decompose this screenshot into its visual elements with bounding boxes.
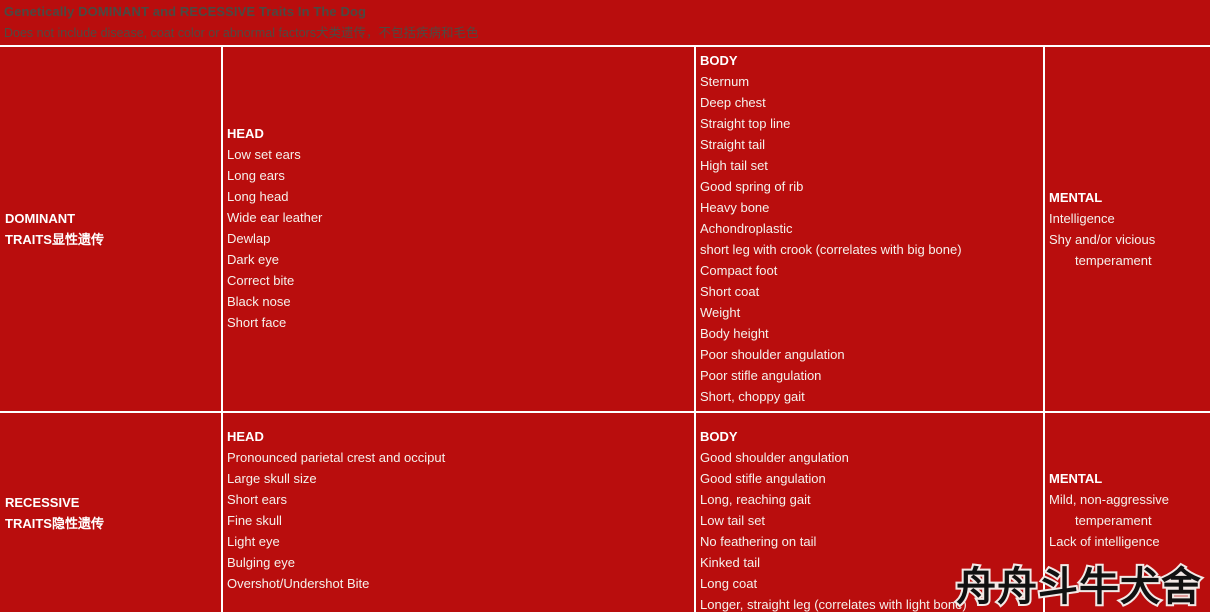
traits-table: DOMINANT TRAITS显性遗传 HEAD Low set ears Lo…: [0, 47, 1210, 612]
table-row-dominant: DOMINANT TRAITS显性遗传 HEAD Low set ears Lo…: [0, 47, 1210, 413]
row-label-dominant: DOMINANT TRAITS显性遗传: [0, 47, 221, 411]
trait-item: Good spring of rib: [700, 179, 804, 194]
trait-item: Straight tail: [700, 137, 766, 152]
row-label-dominant-english: DOMINANT: [5, 211, 76, 226]
trait-item: Pronounced parietal crest and occiput: [227, 450, 446, 465]
trait-item: Dewlap: [227, 231, 271, 246]
row-label-recessive-chinese: TRAITS隐性遗传: [5, 515, 104, 531]
trait-item: Correct bite: [227, 273, 295, 288]
cell-dominant-mental: MENTAL Intelligence Shy and/or vicious t…: [1043, 47, 1210, 411]
group-title-body: BODY: [700, 429, 738, 444]
trait-item: Black nose: [227, 294, 291, 309]
trait-item: Large skull size: [227, 471, 317, 486]
trait-item: No feathering on tail: [700, 534, 817, 549]
trait-item: Long head: [227, 189, 289, 204]
cell-recessive-head: HEAD Pronounced parietal crest and occip…: [221, 413, 694, 612]
page-subtitle-english: Does not include disease, coat color or …: [4, 26, 316, 40]
group-title-mental: MENTAL: [1049, 471, 1103, 486]
group-title-mental: MENTAL: [1049, 190, 1103, 205]
trait-item: Long, reaching gait: [700, 492, 811, 507]
row-label-recessive-english: RECESSIVE: [5, 494, 80, 510]
trait-item: Sternum: [700, 74, 750, 89]
row-label-recessive: RECESSIVE TRAITS隐性遗传: [0, 413, 221, 612]
trait-item-continuation: temperament: [1075, 253, 1152, 268]
trait-item: Longer, straight leg (correlates with li…: [700, 597, 967, 612]
page-title: Genetically DOMINANT and RECESSIVE Trait…: [4, 4, 367, 19]
trait-item: Long ears: [227, 168, 285, 183]
trait-item: Lack of intelligence: [1049, 534, 1160, 549]
group-title-head: HEAD: [227, 429, 264, 444]
page-subtitle-chinese: 犬类遗传，不包括疾病和毛色: [315, 26, 479, 40]
trait-item: Long coat: [700, 576, 758, 591]
cell-dominant-head: HEAD Low set ears Long ears Long head Wi…: [221, 47, 694, 411]
trait-item: Wide ear leather: [227, 210, 323, 225]
trait-item: Dark eye: [227, 252, 280, 267]
trait-item: Deep chest: [700, 95, 766, 110]
trait-item: Body height: [700, 326, 769, 341]
trait-item-continuation: temperament: [1075, 513, 1152, 528]
trait-item: Kinked tail: [700, 555, 760, 570]
trait-item: Good stifle angulation: [700, 471, 826, 486]
trait-item: Low tail set: [700, 513, 766, 528]
trait-item: Light eye: [227, 534, 280, 549]
trait-item: Short coat: [700, 284, 760, 299]
trait-item: Good shoulder angulation: [700, 450, 849, 465]
trait-item: Low set ears: [227, 147, 301, 162]
trait-item: Achondroplastic: [700, 221, 793, 236]
trait-item: Weight: [700, 305, 741, 320]
page-subtitle: Does not include disease, coat color or …: [4, 25, 1210, 42]
trait-item: Fine skull: [227, 513, 282, 528]
trait-item: short leg with crook (correlates with bi…: [700, 242, 962, 257]
cell-dominant-body: BODY Sternum Deep chest Straight top lin…: [694, 47, 1043, 411]
group-title-body: BODY: [700, 53, 738, 68]
row-label-dominant-chinese: TRAITS显性遗传: [5, 232, 104, 247]
trait-item: Heavy bone: [700, 200, 770, 215]
trait-item: Intelligence: [1049, 211, 1115, 226]
trait-item: Mild, non-aggressive: [1049, 492, 1169, 507]
trait-item: Short face: [227, 315, 287, 330]
trait-item: Poor shoulder angulation: [700, 347, 845, 362]
cell-recessive-mental: MENTAL Mild, non-aggressive temperament …: [1043, 413, 1210, 612]
trait-item: Overshot/Undershot Bite: [227, 576, 370, 591]
trait-item: Shy and/or vicious: [1049, 232, 1156, 247]
group-title-head: HEAD: [227, 126, 264, 141]
trait-item: Bulging eye: [227, 555, 295, 570]
trait-item: High tail set: [700, 158, 768, 173]
table-row-recessive: RECESSIVE TRAITS隐性遗传 HEAD Pronounced par…: [0, 413, 1210, 612]
trait-item: Short, choppy gait: [700, 389, 805, 404]
trait-item: Short ears: [227, 492, 287, 507]
trait-item: Compact foot: [700, 263, 778, 278]
trait-item: Straight top line: [700, 116, 791, 131]
document-header: Genetically DOMINANT and RECESSIVE Trait…: [0, 0, 1210, 47]
trait-item: Poor stifle angulation: [700, 368, 822, 383]
cell-recessive-body: BODY Good shoulder angulation Good stifl…: [694, 413, 1043, 612]
